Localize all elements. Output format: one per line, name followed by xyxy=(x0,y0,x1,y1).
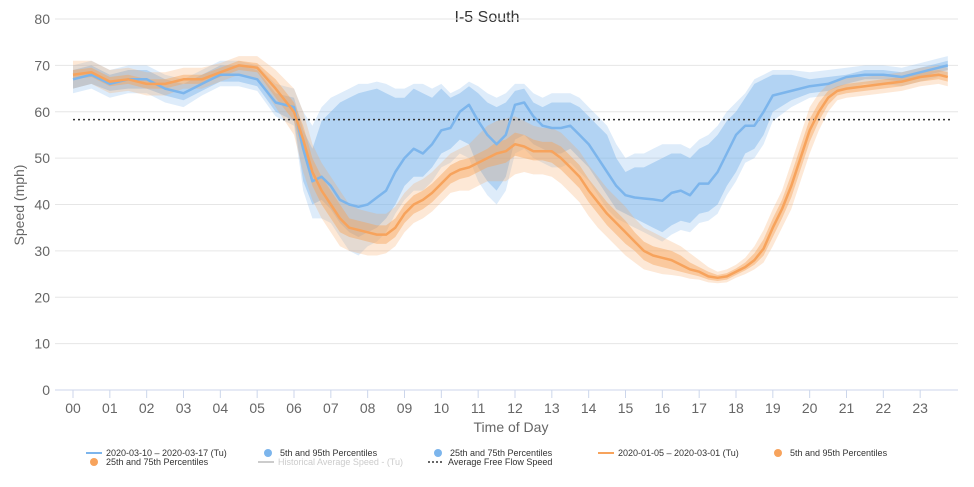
chart-title: I-5 South xyxy=(455,9,520,26)
x-tick-label: 16 xyxy=(655,400,671,416)
legend-dot-symbol xyxy=(434,449,442,457)
legend-item[interactable]: 2020-01-05 – 2020-03-01 (Tu) xyxy=(598,448,739,458)
x-tick-label: 23 xyxy=(912,400,928,416)
legend-label: Average Free Flow Speed xyxy=(448,457,552,467)
x-tick-label: 11 xyxy=(471,400,486,416)
x-tick-label: 21 xyxy=(839,400,855,416)
y-tick-label: 70 xyxy=(34,57,50,73)
legend-label: Historical Average Speed - (Tu) xyxy=(278,457,403,467)
legend-label: 25th and 75th Percentiles xyxy=(450,448,553,458)
legend-item[interactable]: 2020-03-10 – 2020-03-17 (Tu) xyxy=(86,448,227,458)
legend-label: 25th and 75th Percentiles xyxy=(106,457,209,467)
y-tick-label: 20 xyxy=(34,289,50,305)
x-tick-label: 04 xyxy=(213,400,229,416)
y-axis-title: Speed (mph) xyxy=(11,165,27,246)
x-tick-label: 10 xyxy=(434,400,450,416)
y-tick-label: 40 xyxy=(34,197,50,213)
legend[interactable]: 2020-03-10 – 2020-03-17 (Tu) 5th and 95th… xyxy=(86,448,888,467)
x-tick-label: 22 xyxy=(876,400,892,416)
legend-dot-symbol xyxy=(264,449,272,457)
legend-label: 2020-03-10 – 2020-03-17 (Tu) xyxy=(106,448,227,458)
x-tick-label: 18 xyxy=(728,400,744,416)
y-tick-label: 60 xyxy=(34,104,50,120)
legend-dot-symbol xyxy=(90,458,98,466)
legend-item[interactable]: 5th and 95th Percentiles xyxy=(774,448,888,458)
x-tick-label: 08 xyxy=(360,400,376,416)
x-tick-label: 14 xyxy=(581,400,597,416)
y-tick-label: 50 xyxy=(34,150,50,166)
x-tick-label: 09 xyxy=(397,400,413,416)
band-5-95-orange xyxy=(73,56,948,284)
band-25-75-orange xyxy=(73,60,948,282)
y-tick-label: 0 xyxy=(42,382,50,398)
series-lines xyxy=(72,64,952,280)
x-tick-label: 07 xyxy=(323,400,339,416)
x-tick-label: 12 xyxy=(507,400,523,416)
series-line-orange xyxy=(72,64,949,280)
x-tick-label: 00 xyxy=(65,400,81,416)
legend-item[interactable]: 25th and 75th Percentiles xyxy=(90,457,209,467)
legend-item[interactable]: 5th and 95th Percentiles xyxy=(264,448,378,458)
x-tick-label: 15 xyxy=(618,400,634,416)
x-tick-label: 01 xyxy=(102,400,118,416)
legend-item[interactable]: Historical Average Speed - (Tu) xyxy=(258,457,403,467)
legend-label: 5th and 95th Percentiles xyxy=(280,448,378,458)
x-tick-label: 05 xyxy=(249,400,265,416)
y-tick-label: 10 xyxy=(34,336,50,352)
legend-item[interactable]: Average Free Flow Speed xyxy=(428,457,552,467)
legend-label: 5th and 95th Percentiles xyxy=(790,448,888,458)
x-tick-label: 20 xyxy=(802,400,818,416)
legend-dot-symbol xyxy=(774,449,782,457)
percentile-bands xyxy=(73,56,948,284)
x-axis-title: Time of Day xyxy=(474,419,549,435)
x-tick-label: 19 xyxy=(765,400,781,416)
x-tick-label: 17 xyxy=(691,400,707,416)
x-tick-label: 02 xyxy=(139,400,155,416)
legend-label: 2020-01-05 – 2020-03-01 (Tu) xyxy=(618,448,739,458)
x-tick-label: 03 xyxy=(176,400,192,416)
axes: 0 10 20 30 40 50 60 70 80 00 01 02 03 04 05 06 07 08 09 10 1… xyxy=(34,11,928,416)
y-tick-label: 30 xyxy=(34,243,50,259)
x-tick-label: 13 xyxy=(544,400,560,416)
grid xyxy=(55,18,958,391)
y-tick-label: 80 xyxy=(34,11,50,27)
x-tick-label: 06 xyxy=(286,400,302,416)
legend-item[interactable]: 25th and 75th Percentiles xyxy=(434,448,553,458)
